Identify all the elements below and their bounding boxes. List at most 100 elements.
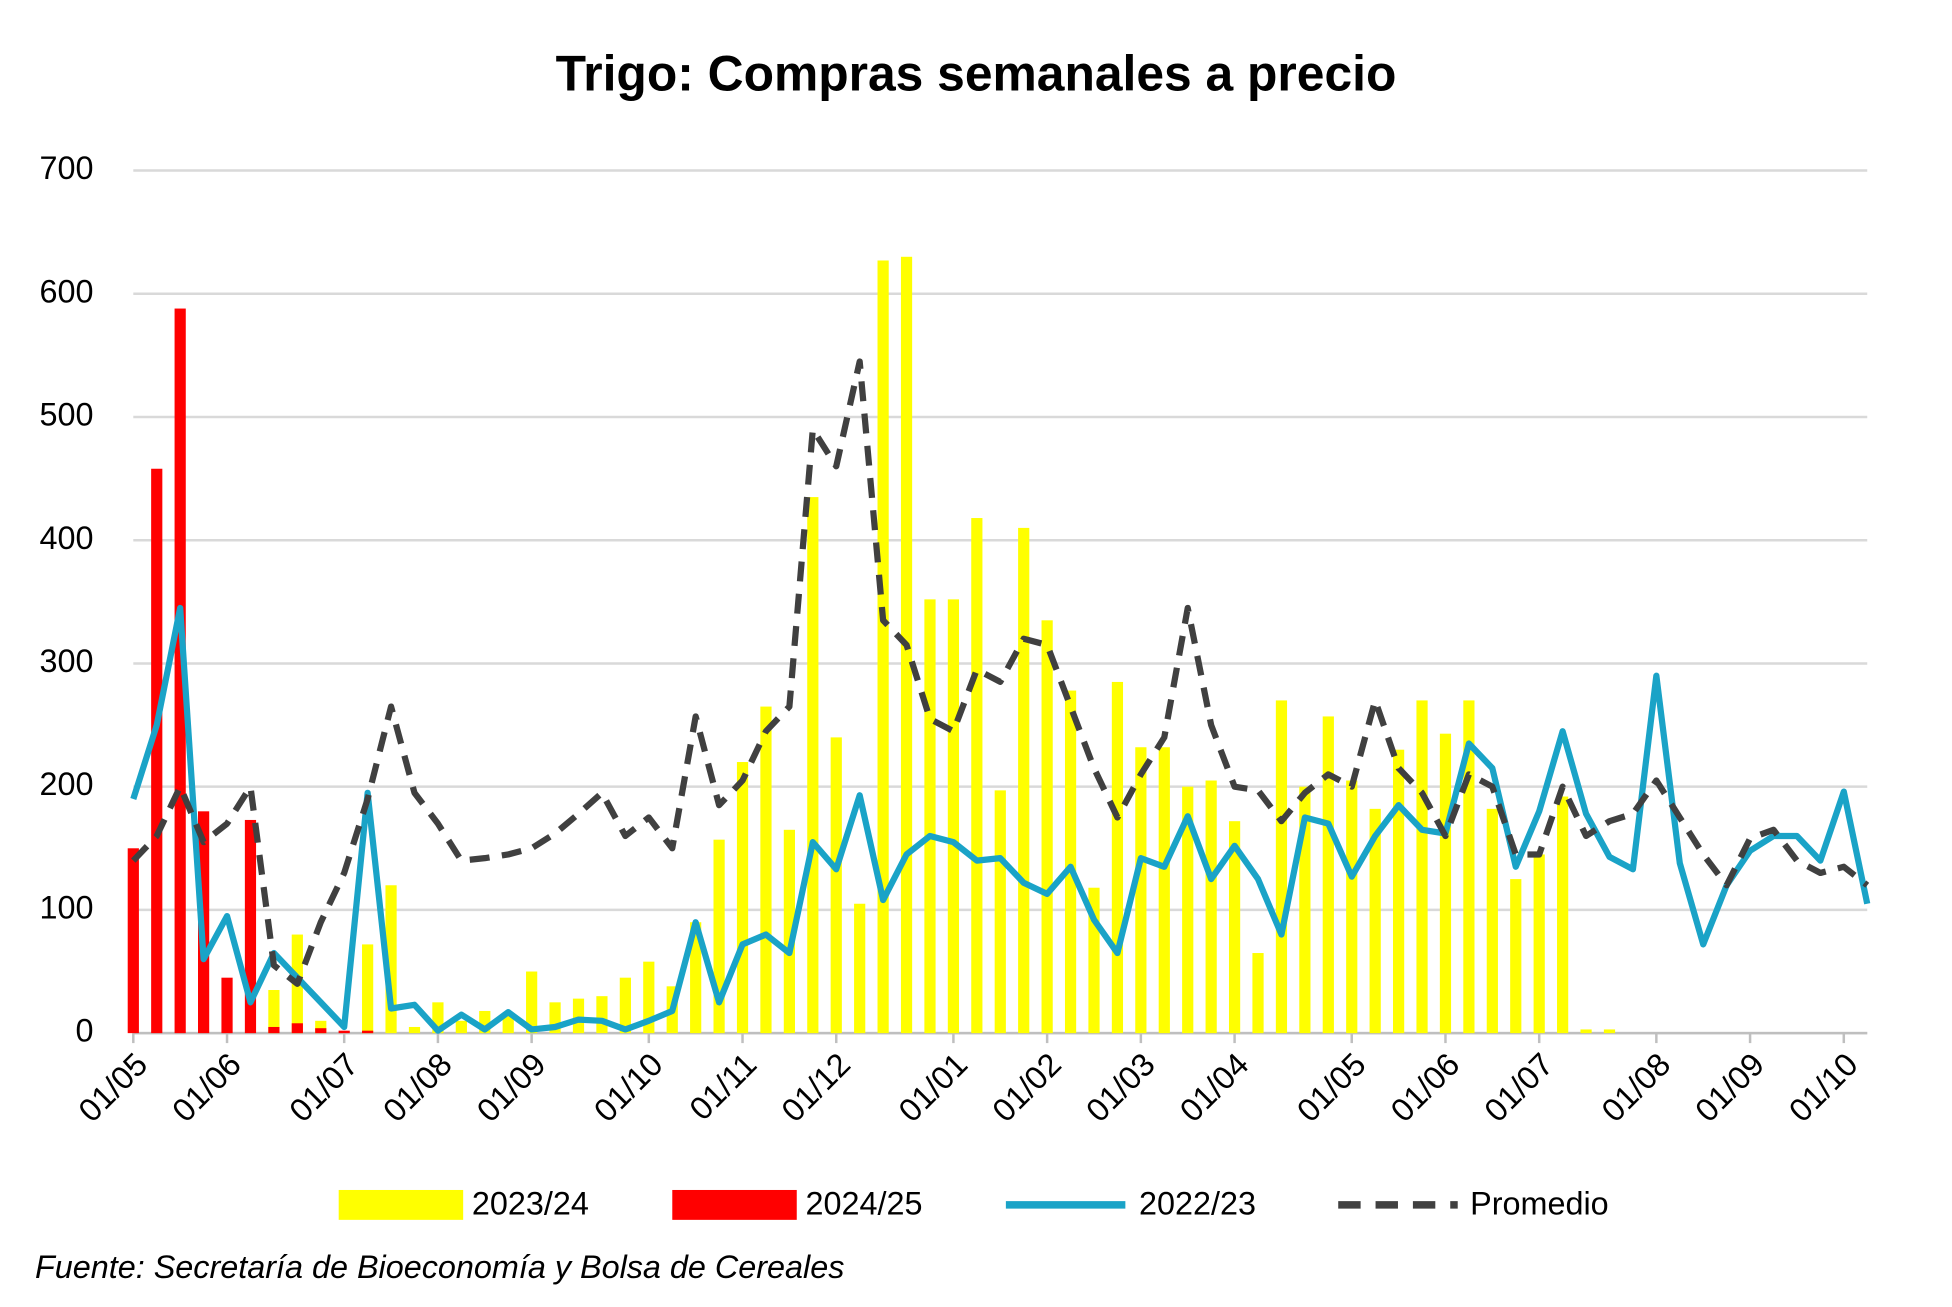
bar bbox=[1486, 808, 1498, 1034]
bar bbox=[362, 944, 374, 1034]
bar bbox=[1041, 620, 1053, 1034]
bar bbox=[1111, 681, 1124, 1034]
x-tick-label: 01/12 bbox=[774, 1046, 857, 1129]
x-tick-label: 01/06 bbox=[165, 1046, 248, 1129]
bar bbox=[151, 468, 163, 1034]
bar bbox=[268, 1026, 280, 1034]
bar bbox=[947, 599, 960, 1034]
legend-swatch bbox=[338, 1189, 464, 1220]
bar bbox=[1275, 700, 1288, 1034]
x-tick-label: 01/08 bbox=[1595, 1046, 1678, 1129]
bar bbox=[1557, 796, 1569, 1034]
bar bbox=[268, 990, 280, 1034]
legend-label: 2024/25 bbox=[805, 1186, 922, 1222]
bar bbox=[1369, 808, 1381, 1034]
x-tick-label: 01/04 bbox=[1173, 1046, 1256, 1129]
y-tick-label: 100 bbox=[39, 889, 93, 925]
x-tick-label: 01/11 bbox=[682, 1046, 763, 1127]
bar bbox=[619, 977, 631, 1034]
bar bbox=[994, 790, 1006, 1034]
bar bbox=[1322, 716, 1334, 1034]
bar bbox=[479, 1010, 491, 1034]
bar bbox=[174, 308, 186, 1034]
bar bbox=[385, 885, 397, 1034]
bar bbox=[713, 839, 725, 1034]
bar bbox=[572, 998, 585, 1034]
bar bbox=[244, 819, 257, 1034]
bar bbox=[1158, 747, 1170, 1034]
x-tick-label: 01/05 bbox=[72, 1046, 155, 1129]
bar bbox=[1228, 821, 1241, 1034]
x-tick-label: 01/08 bbox=[376, 1046, 459, 1129]
y-tick-label: 200 bbox=[39, 766, 93, 802]
x-tick-label: 01/01 bbox=[892, 1046, 975, 1129]
x-tick-label: 01/09 bbox=[470, 1046, 553, 1129]
bar bbox=[971, 518, 983, 1034]
bar bbox=[924, 599, 936, 1034]
bar bbox=[1580, 1029, 1592, 1034]
legend-swatch bbox=[672, 1189, 797, 1220]
bar bbox=[643, 961, 655, 1034]
bar bbox=[502, 1014, 514, 1034]
legend-label: 2022/23 bbox=[1139, 1186, 1256, 1222]
bar bbox=[315, 1028, 327, 1034]
bar bbox=[760, 706, 772, 1034]
x-tick-label: 01/07 bbox=[282, 1046, 365, 1129]
y-tick-label: 400 bbox=[39, 520, 93, 556]
x-tick-label: 01/02 bbox=[985, 1046, 1068, 1129]
x-tick-label: 01/07 bbox=[1477, 1046, 1560, 1129]
bar bbox=[1603, 1029, 1616, 1034]
y-tick-label: 700 bbox=[39, 150, 93, 186]
bar bbox=[1205, 780, 1217, 1034]
source-note: Fuente: Secretaría de Bioeconomía y Bols… bbox=[35, 1249, 844, 1285]
bar bbox=[338, 1030, 350, 1034]
bar bbox=[315, 1020, 327, 1034]
chart-title: Trigo: Compras semanales a precio bbox=[556, 45, 1397, 101]
bar bbox=[549, 1002, 561, 1034]
y-tick-label: 500 bbox=[39, 397, 93, 433]
x-tick-label: 01/05 bbox=[1290, 1046, 1373, 1129]
bar bbox=[596, 996, 608, 1034]
y-tick-label: 0 bbox=[75, 1013, 93, 1049]
x-tick-label: 01/09 bbox=[1688, 1046, 1771, 1129]
x-tick-label: 01/06 bbox=[1384, 1046, 1467, 1129]
bar bbox=[455, 1020, 467, 1034]
bar bbox=[1182, 786, 1194, 1034]
line bbox=[130, 604, 1871, 1034]
bar bbox=[362, 1030, 374, 1034]
bar bbox=[783, 829, 795, 1034]
bar bbox=[877, 260, 889, 1034]
bar bbox=[1510, 879, 1522, 1034]
bar bbox=[830, 737, 842, 1034]
bar bbox=[1439, 733, 1452, 1034]
bar bbox=[1135, 747, 1147, 1034]
x-tick-label: 01/03 bbox=[1079, 1046, 1162, 1129]
legend-label: 2023/24 bbox=[472, 1186, 589, 1222]
bar bbox=[291, 1023, 303, 1034]
bar bbox=[1018, 527, 1030, 1034]
bar bbox=[1393, 749, 1405, 1034]
dashed-line bbox=[131, 358, 1870, 987]
bar bbox=[1346, 780, 1358, 1034]
y-tick-label: 300 bbox=[39, 643, 93, 679]
bar bbox=[1463, 700, 1475, 1034]
legend-label: Promedio bbox=[1470, 1186, 1609, 1222]
y-tick-label: 600 bbox=[39, 273, 93, 309]
bar bbox=[432, 1002, 444, 1034]
bar bbox=[1416, 700, 1428, 1034]
x-tick-label: 01/10 bbox=[587, 1046, 670, 1129]
bar bbox=[690, 922, 702, 1034]
bar bbox=[526, 971, 538, 1034]
bar bbox=[408, 1026, 421, 1034]
bar bbox=[736, 762, 749, 1034]
bar bbox=[1064, 690, 1077, 1034]
bar bbox=[1299, 786, 1311, 1034]
bar bbox=[854, 903, 866, 1034]
bar bbox=[1088, 887, 1100, 1034]
bar bbox=[221, 977, 233, 1034]
x-tick-label: 01/10 bbox=[1782, 1046, 1865, 1129]
bar bbox=[807, 497, 819, 1034]
bar bbox=[1533, 854, 1545, 1034]
bar bbox=[1252, 953, 1264, 1034]
